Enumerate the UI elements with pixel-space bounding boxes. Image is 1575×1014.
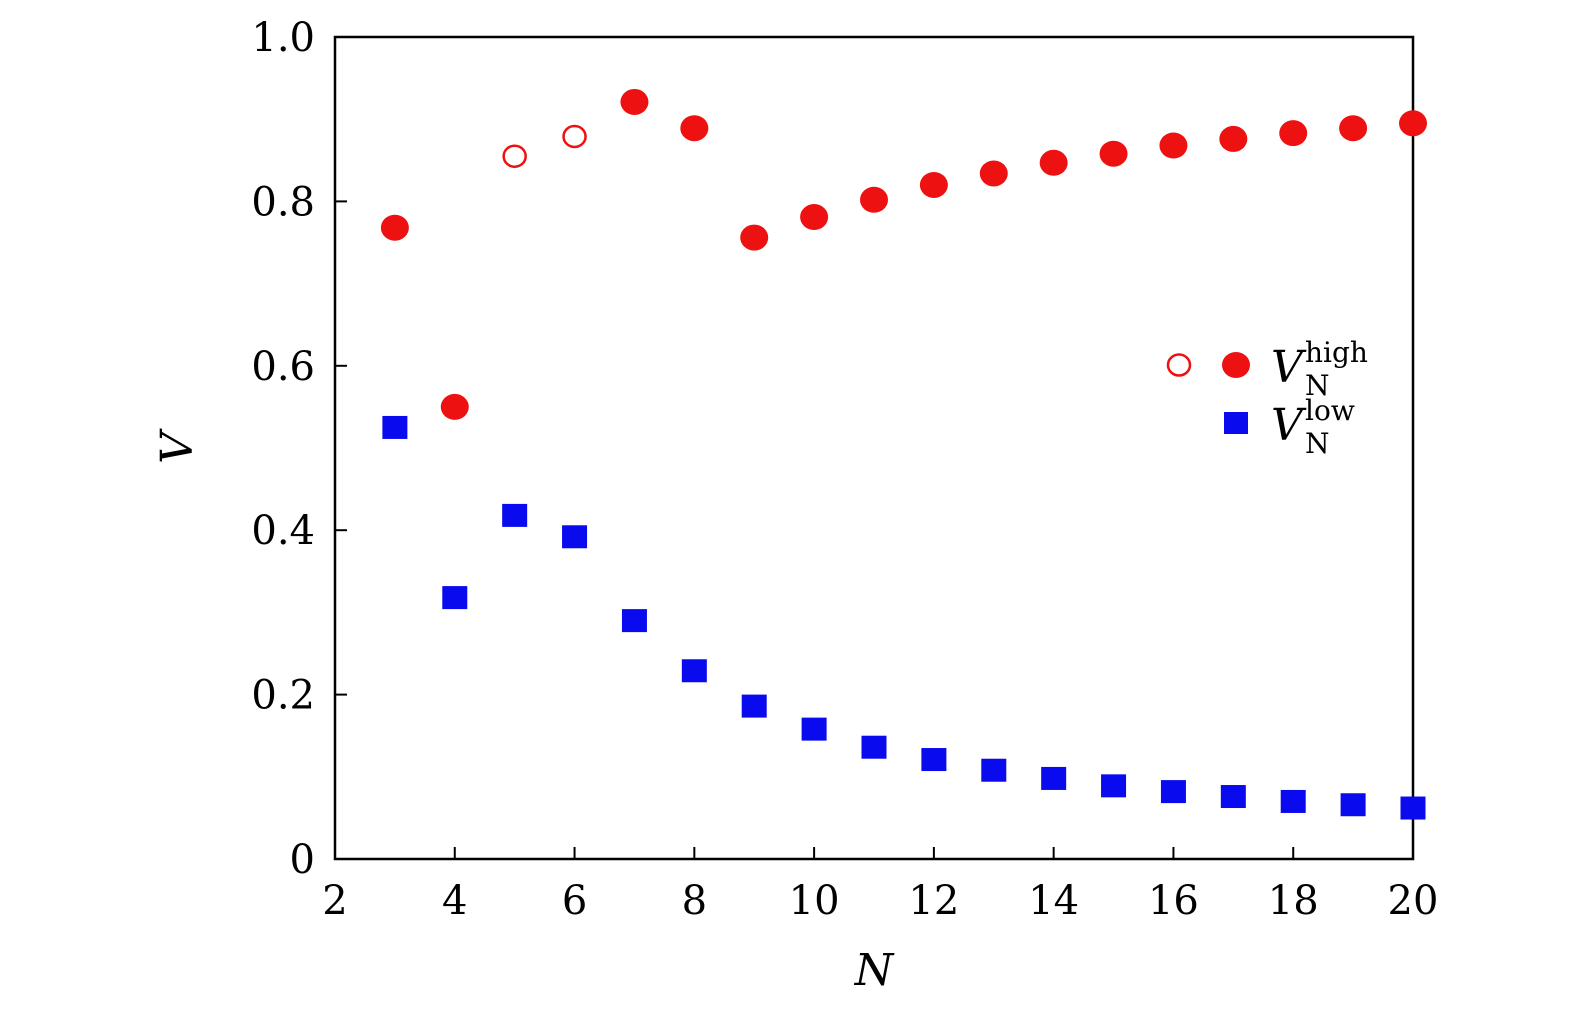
low-point	[1041, 766, 1067, 790]
low-point	[442, 586, 468, 610]
high-point-filled	[800, 204, 829, 231]
high-point-filled	[1399, 110, 1427, 137]
high-point-filled	[1039, 149, 1068, 176]
low-point	[562, 525, 588, 549]
y-tick-label: 0.4	[251, 508, 315, 554]
x-axis-ticks: 2 4 6 8 10 12 14 16 18 20	[322, 847, 1438, 924]
y-axis-ticks: 0 0.2 0.4 0.6 0.8 1.0	[251, 15, 347, 883]
high-point-filled	[380, 214, 409, 241]
high-point-filled	[1159, 132, 1188, 159]
low-point	[1160, 780, 1186, 804]
legend-label-subscript: N	[1305, 369, 1330, 402]
low-point	[1280, 789, 1306, 813]
low-point	[801, 717, 827, 741]
low-point	[1101, 774, 1127, 798]
y-tick-label: 0.2	[251, 673, 315, 719]
high-point-filled	[1339, 115, 1368, 142]
x-tick-label: 14	[1028, 878, 1079, 924]
legend-label-main: V	[1271, 342, 1307, 393]
legend-label-main: V	[1271, 400, 1307, 451]
low-point	[921, 748, 947, 772]
low-point	[981, 758, 1007, 782]
low-point	[681, 659, 707, 683]
legend-open-circle-marker	[1166, 353, 1192, 377]
high-point-filled	[979, 160, 1008, 187]
x-tick-label: 12	[908, 878, 959, 924]
x-tick-label: 8	[682, 878, 707, 924]
x-tick-label: 16	[1148, 878, 1199, 924]
plot-frame	[333, 35, 1415, 861]
y-axis-title: V	[152, 428, 203, 464]
x-tick-label: 18	[1268, 878, 1319, 924]
high-point-filled	[1219, 125, 1248, 152]
low-point	[382, 415, 408, 439]
high-point-filled	[620, 88, 649, 115]
low-point	[1220, 785, 1246, 809]
high-point-open	[562, 124, 587, 149]
x-tick-label: 10	[789, 878, 840, 924]
high-point-filled	[919, 171, 948, 198]
y-tick-label: 0	[290, 837, 315, 883]
high-point-filled	[680, 115, 709, 142]
x-tick-label: 4	[442, 878, 467, 924]
low-point	[1400, 796, 1426, 820]
x-tick-label: 20	[1388, 878, 1439, 924]
high-point-filled	[740, 224, 769, 251]
y-tick-label: 0.6	[251, 344, 315, 390]
legend-filled-circle-marker	[1222, 352, 1250, 378]
legend-square-marker	[1224, 412, 1248, 434]
data-points	[380, 88, 1427, 820]
low-point	[621, 609, 647, 633]
y-tick-label: 0.8	[251, 179, 315, 225]
low-point	[861, 735, 887, 759]
high-point-open	[502, 144, 527, 168]
low-point	[1340, 793, 1366, 817]
x-axis-title: N	[854, 945, 895, 996]
low-point	[502, 503, 528, 527]
high-point-filled	[1279, 120, 1308, 147]
x-tick-label: 6	[562, 878, 587, 924]
legend-label-superscript: high	[1305, 336, 1368, 369]
low-point	[741, 694, 767, 718]
legend-label-subscript: N	[1305, 427, 1330, 460]
y-tick-label: 1.0	[251, 15, 315, 61]
high-point-filled	[440, 393, 469, 420]
legend-label-superscript: low	[1305, 394, 1355, 427]
high-point-filled	[1099, 140, 1128, 167]
high-point-filled	[860, 186, 888, 213]
x-tick-label: 2	[322, 878, 347, 924]
